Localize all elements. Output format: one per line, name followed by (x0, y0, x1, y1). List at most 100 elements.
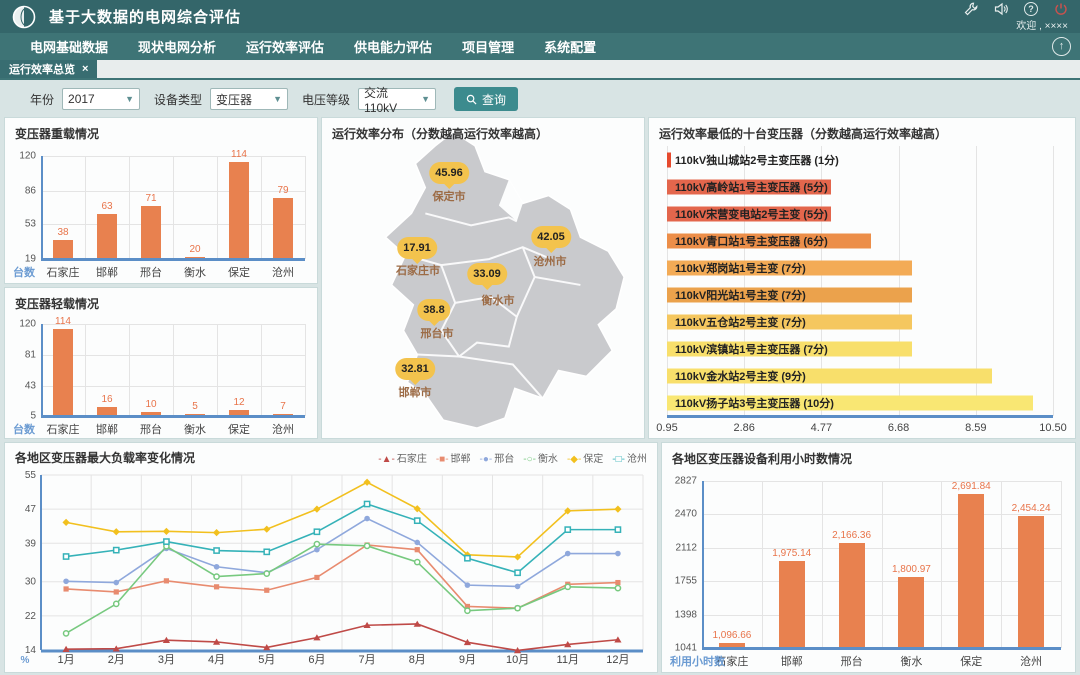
svg-text:39: 39 (25, 538, 37, 549)
map-marker-衡水市[interactable]: 33.09 (467, 263, 507, 285)
tab-close-icon[interactable]: × (82, 63, 88, 75)
panel-transformer-overload: 变压器重载情况 19538612038石家庄63邯郸71邢台20衡水114保定7… (4, 117, 318, 284)
help-icon[interactable]: ? (1024, 2, 1038, 16)
x-axis-tick: 0.95 (656, 422, 677, 434)
nav-item-current-grid-analysis[interactable]: 现状电网分析 (138, 37, 216, 56)
voltage-level-select[interactable]: 交流110kV ▼ (358, 88, 436, 110)
legend-item-沧州[interactable]: -□-沧州 (612, 450, 647, 465)
search-icon (466, 94, 477, 105)
year-select[interactable]: 2017 ▼ (62, 88, 140, 110)
svg-text:1月: 1月 (58, 654, 75, 666)
load-rate-line-chart: 1422303947551月2月3月4月5月6月7月8月9月10月11月12月% (11, 467, 651, 668)
bar-保定 (229, 162, 249, 259)
x-axis-tick: 6.68 (888, 422, 909, 434)
gridline (173, 324, 174, 416)
bar-value-label: 79 (277, 185, 288, 196)
panel-title: 变压器重载情况 (5, 118, 317, 142)
y-axis-tick: 86 (25, 185, 36, 196)
header-icon-group: ? (964, 2, 1068, 16)
speaker-icon[interactable] (994, 2, 1008, 16)
x-axis-tick: 2.86 (733, 422, 754, 434)
x-axis-tick: 4.77 (811, 422, 832, 434)
gridline (173, 156, 174, 259)
gridline (702, 514, 1061, 515)
x-axis-label: 石家庄 (47, 264, 80, 280)
transformer-bar (667, 152, 671, 167)
main-content: 年份 2017 ▼ 设备类型 变压器 ▼ 电压等级 交流110kV ▼ 查询 变… (0, 80, 1080, 675)
gridline (702, 581, 1061, 582)
tab-operation-efficiency-overview[interactable]: 运行效率总览 × (0, 60, 97, 78)
transformer-label: 110kV五仓站2号主变 (7分) (675, 314, 806, 330)
map-marker-邢台市[interactable]: 38.8 (417, 299, 450, 321)
y-axis (41, 324, 43, 416)
lightload-bar-chart: 54381120114石家庄16邯郸10邢台5衡水12保定7沧州台数 (11, 310, 311, 434)
y-axis-tick: 2827 (675, 476, 697, 487)
y-axis-tick: 2112 (675, 542, 697, 553)
legend-item-保定[interactable]: -◆-保定 (567, 450, 603, 465)
legend-item-石家庄[interactable]: -▲-石家庄 (378, 450, 427, 465)
y-axis (41, 156, 43, 259)
bar-value-label: 12 (233, 397, 244, 408)
gridline (41, 355, 305, 356)
panel-title: 各地区变压器设备利用小时数情况 (662, 443, 1075, 467)
gridline (261, 156, 262, 259)
x-axis-tick: 8.59 (965, 422, 986, 434)
svg-text:22: 22 (25, 611, 37, 622)
collapse-up-icon[interactable]: ↑ (1052, 37, 1071, 56)
map-city-label-保定市: 保定市 (433, 188, 466, 204)
legend-item-邯郸[interactable]: -■-邯郸 (436, 450, 471, 465)
y-axis-tick: 1755 (675, 576, 697, 587)
map-marker-邯郸市[interactable]: 32.81 (395, 358, 435, 380)
bar-沧州 (1018, 516, 1044, 648)
svg-text:9月: 9月 (459, 654, 476, 666)
device-type-select[interactable]: 变压器 ▼ (210, 88, 288, 110)
chevron-down-icon: ▼ (273, 94, 282, 104)
gridline (41, 324, 305, 325)
gridline (41, 386, 305, 387)
nav-item-supply-capacity[interactable]: 供电能力评估 (354, 37, 432, 56)
map-marker-保定市[interactable]: 45.96 (429, 162, 469, 184)
bar-value-label: 2,454.24 (1012, 503, 1051, 514)
wrench-icon[interactable] (964, 2, 978, 16)
x-axis-label: 沧州 (1020, 653, 1042, 669)
gridline (85, 324, 86, 416)
map-city-label-衡水市: 衡水市 (482, 292, 515, 308)
bar-value-label: 2,166.36 (832, 530, 871, 541)
nav-item-system-config[interactable]: 系统配置 (544, 37, 596, 56)
map-city-label-沧州市: 沧州市 (534, 253, 567, 269)
svg-text:55: 55 (25, 470, 37, 481)
nav-item-grid-base-data[interactable]: 电网基础数据 (30, 37, 108, 56)
search-button[interactable]: 查询 (454, 87, 518, 111)
plot-area: 19538612038石家庄63邯郸71邢台20衡水114保定79沧州台数 (41, 156, 305, 259)
bar-value-label: 1,096.66 (712, 630, 751, 641)
transformer-label: 110kV郑岗站1号主变 (7分) (675, 260, 806, 276)
map-marker-layer: 45.96保定市17.91石家庄市33.09衡水市42.05沧州市38.8邢台市… (322, 118, 644, 438)
power-icon[interactable] (1054, 2, 1068, 16)
nav-item-project-management[interactable]: 项目管理 (462, 37, 514, 56)
panel-title: 运行效率最低的十台变压器（分数越高运行效率越高） (649, 118, 1075, 142)
bar-邢台 (141, 206, 161, 259)
y-axis-tick: 43 (25, 380, 36, 391)
svg-text:47: 47 (25, 504, 37, 515)
bar-沧州 (273, 198, 293, 259)
svg-text:7月: 7月 (359, 654, 376, 666)
app-logo-icon (12, 5, 36, 29)
bar-邯郸 (779, 561, 805, 648)
map-marker-石家庄市[interactable]: 17.91 (397, 237, 437, 259)
bar-value-label: 10 (145, 399, 156, 410)
legend-item-衡水[interactable]: -○-衡水 (523, 450, 558, 465)
nav-item-operation-efficiency[interactable]: 运行效率评估 (246, 37, 324, 56)
x-axis-label: 邯郸 (96, 421, 118, 437)
svg-text:11月: 11月 (557, 654, 579, 666)
main-menubar: 电网基础数据 现状电网分析 运行效率评估 供电能力评估 项目管理 系统配置 ↑ (0, 33, 1080, 60)
panel-efficiency-map: 运行效率分布（分数越高运行效率越高） 45.96保定市17.91石家庄市33.0… (321, 117, 645, 439)
bar-value-label: 16 (101, 394, 112, 405)
legend-item-邢台[interactable]: -●-邢台 (480, 450, 515, 465)
map-marker-沧州市[interactable]: 42.05 (531, 226, 571, 248)
header-right-area: ? 欢迎 , ×××× (964, 0, 1068, 33)
worst-transformers-bar-chart: 0.952.864.776.688.5910.50110kV独山城站2号主变压器… (655, 140, 1069, 434)
gridline (217, 324, 218, 416)
bar-石家庄 (53, 240, 73, 259)
panel-header: 各地区变压器最大负载率变化情况 -▲-石家庄-■-邯郸-●-邢台-○-衡水-◆-… (5, 443, 657, 466)
line-chart-svg: 1422303947551月2月3月4月5月6月7月8月9月10月11月12月% (11, 467, 651, 668)
